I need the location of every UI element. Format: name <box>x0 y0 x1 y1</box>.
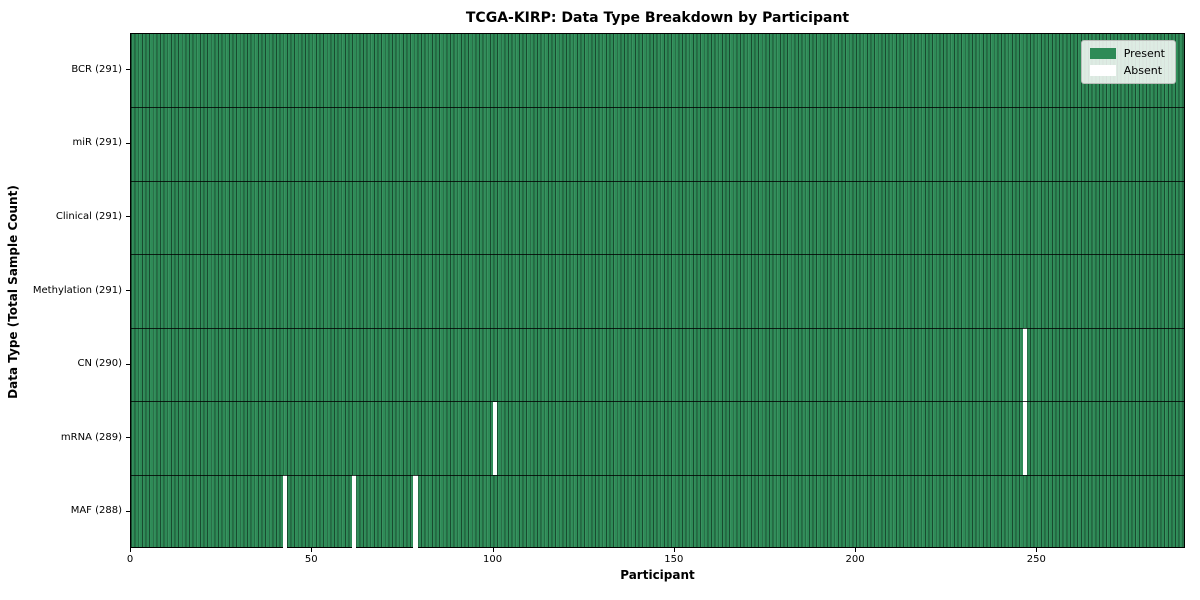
y-tick-label: Clinical (291) <box>55 210 122 222</box>
row-divider <box>131 327 1184 329</box>
x-tick-label: 0 <box>126 554 134 565</box>
row-divider <box>131 254 1184 256</box>
legend-entry-present: Present <box>1089 47 1165 60</box>
x-tick-mark <box>1036 548 1038 552</box>
absent-cell-mRNA-246 <box>1022 401 1027 476</box>
y-tick-label: MAF (288) <box>70 505 122 517</box>
legend: Present Absent <box>1080 40 1176 84</box>
y-tick-label: BCR (291) <box>71 63 122 75</box>
absent-cell-CN-246 <box>1022 328 1027 402</box>
absent-cell-mRNA-100 <box>493 401 498 476</box>
plot-area: Present Absent <box>130 33 1185 549</box>
legend-swatch-absent <box>1089 65 1116 76</box>
x-tick-label: 200 <box>845 554 865 565</box>
y-tick-mark <box>126 216 130 218</box>
legend-label: Absent <box>1123 64 1163 77</box>
y-tick-label: mRNA (289) <box>60 431 122 443</box>
x-tick-mark <box>673 548 675 552</box>
row-divider <box>131 474 1184 476</box>
x-tick-mark <box>130 548 131 552</box>
y-tick-mark <box>126 69 130 71</box>
x-tick-label: 150 <box>664 554 684 565</box>
y-tick-mark <box>126 437 130 439</box>
y-tick-label: miR (291) <box>72 137 122 149</box>
legend-label: Present <box>1123 47 1165 60</box>
y-tick-label: Methylation (291) <box>32 284 122 296</box>
x-tick-mark <box>311 548 313 552</box>
absent-cell-MAF-42 <box>282 475 288 549</box>
row-divider <box>131 180 1184 182</box>
x-tick-label: 100 <box>482 554 503 565</box>
absent-cell-MAF-78 <box>413 475 418 549</box>
x-tick-mark <box>855 548 857 552</box>
x-tick-mark <box>492 548 494 552</box>
x-tick-label: 50 <box>304 554 318 565</box>
y-tick-mark <box>126 290 130 291</box>
y-tick-mark <box>126 363 130 365</box>
x-tick-label: 250 <box>1026 554 1046 565</box>
y-tick-mark <box>126 142 130 144</box>
legend-swatch-present <box>1089 48 1116 59</box>
y-tick-label: CN (290) <box>77 358 122 370</box>
legend-entry-absent: Absent <box>1089 64 1165 77</box>
absent-cell-MAF-61 <box>351 475 357 549</box>
row-divider <box>131 401 1184 403</box>
chart-title: TCGA-KIRP: Data Type Breakdown by Partic… <box>465 10 850 26</box>
x-axis-label: Participant <box>620 568 695 582</box>
row-divider <box>131 107 1184 109</box>
y-tick-mark <box>126 510 130 512</box>
